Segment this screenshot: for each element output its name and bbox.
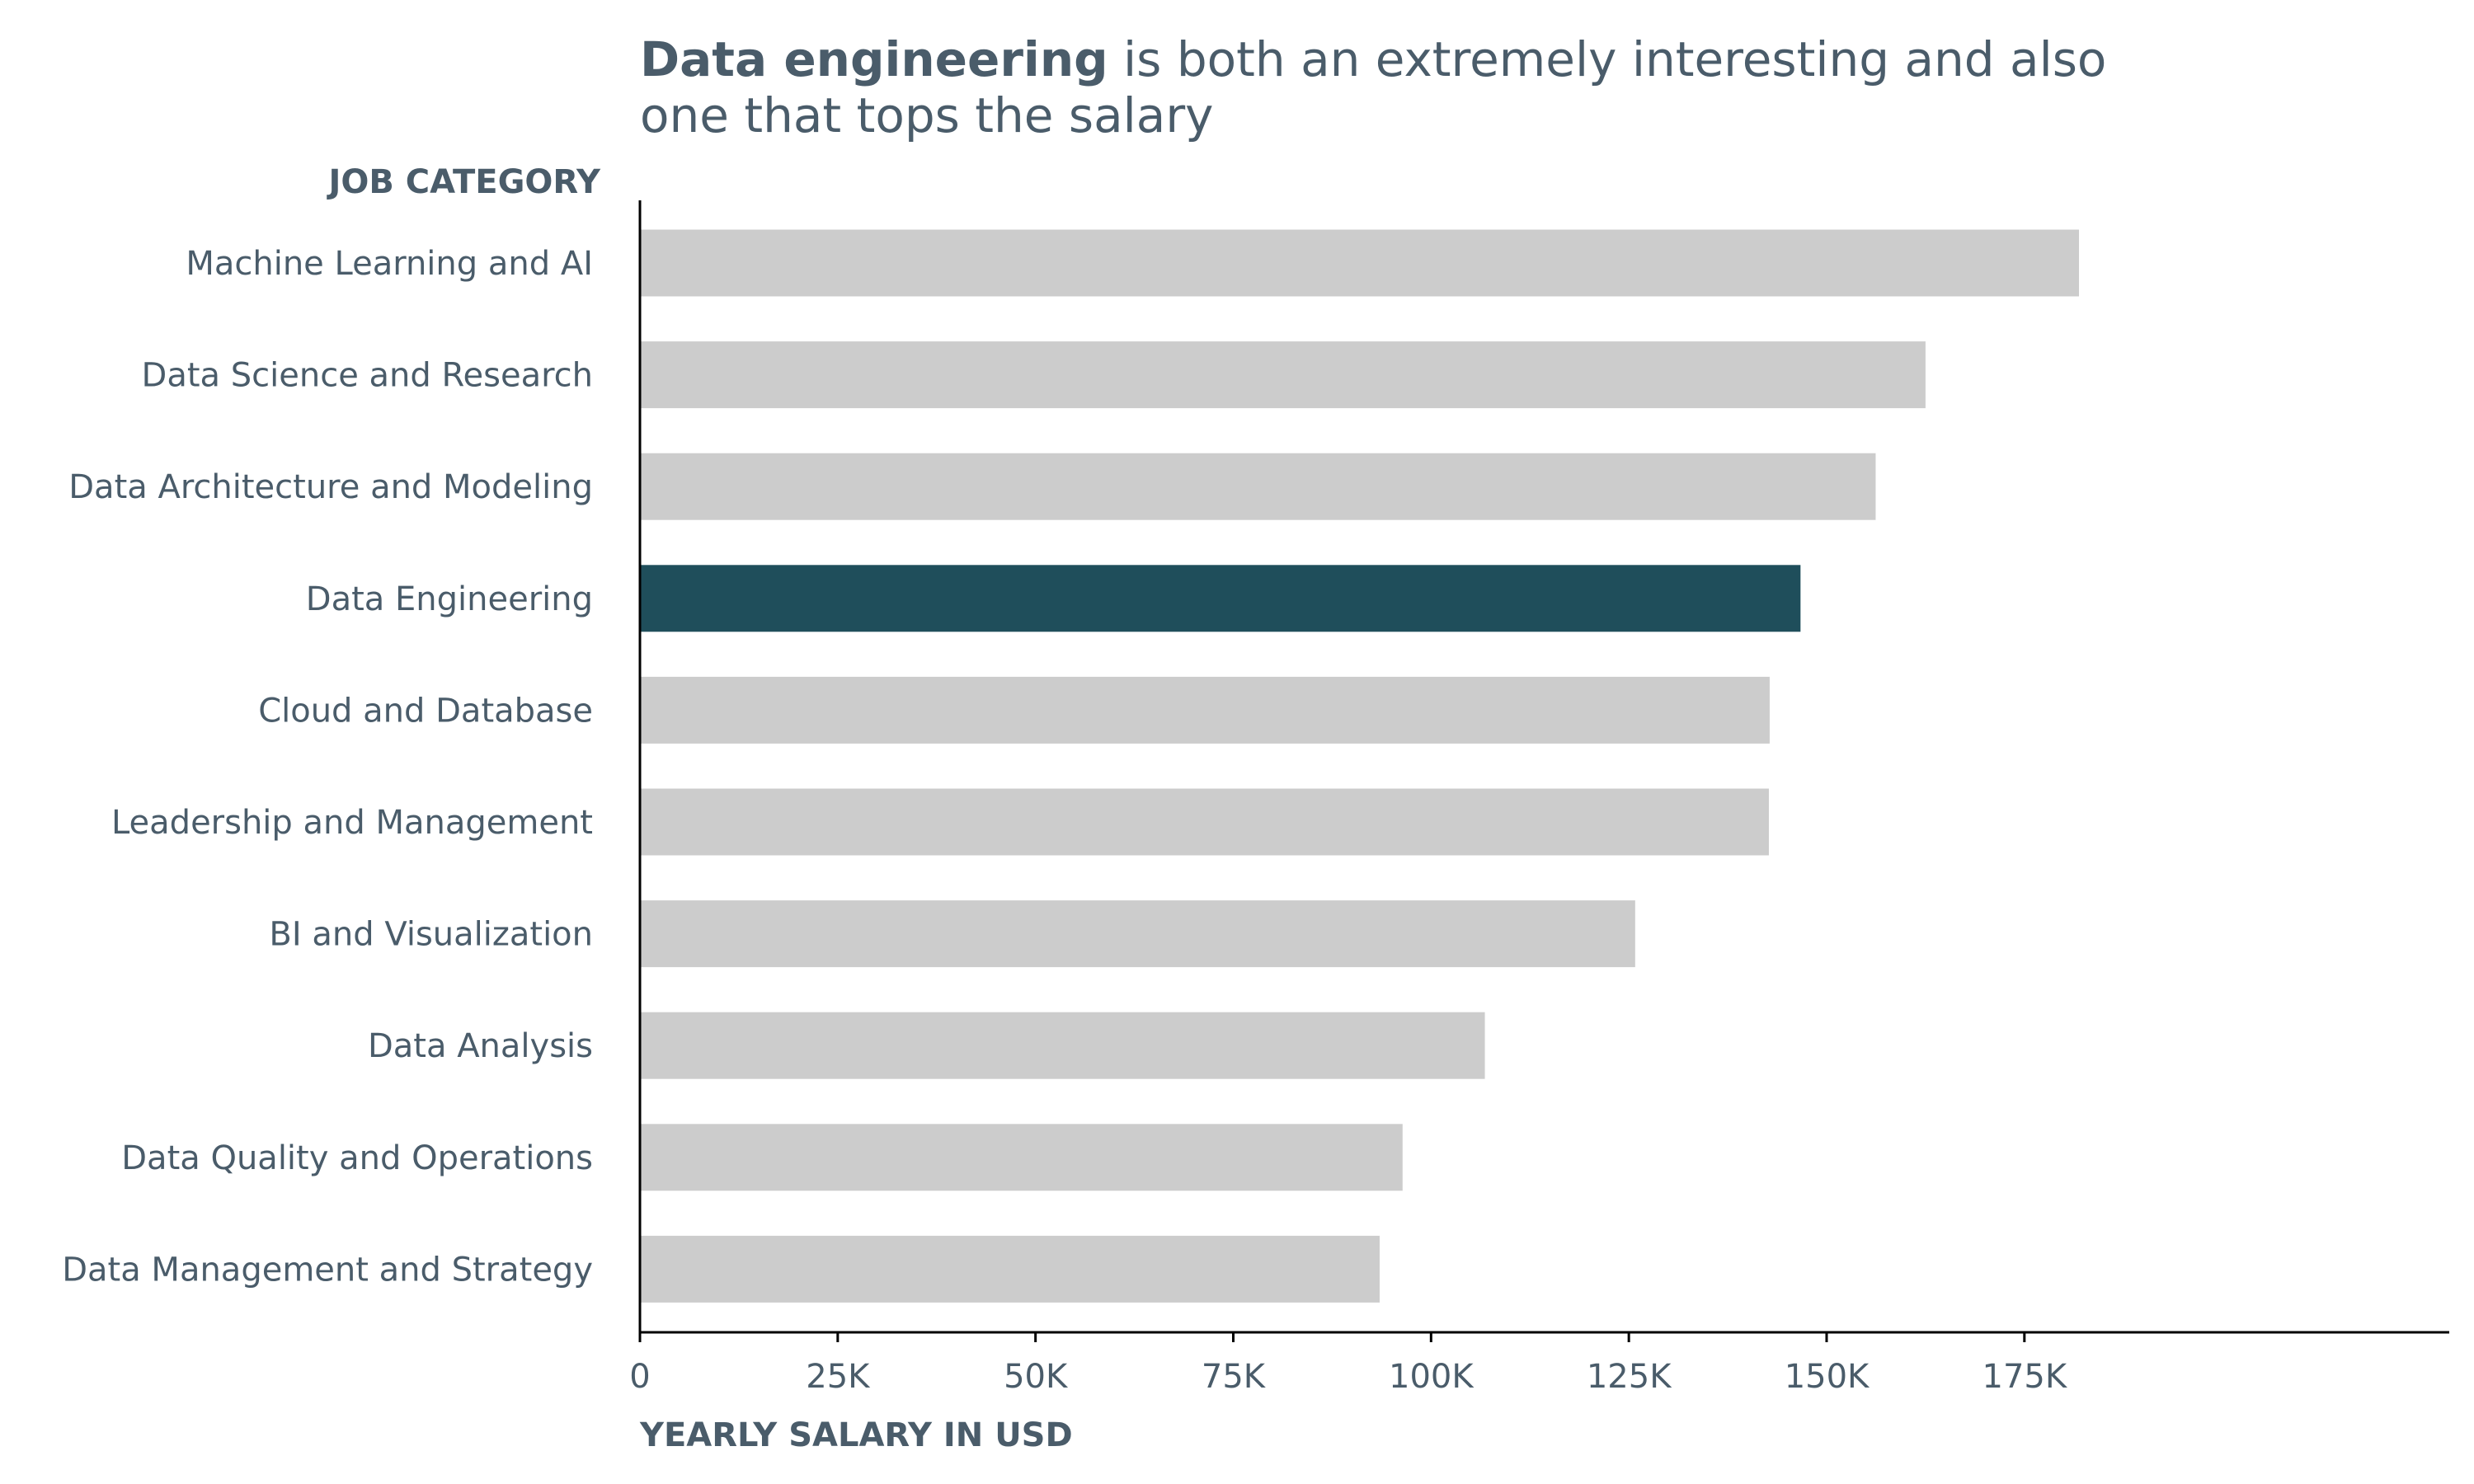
x-tick-label: 125K xyxy=(1587,1358,1672,1396)
bar-data-architecture-and-modeling xyxy=(640,453,1876,520)
category-label-bi-and-visualization: BI and Visualization xyxy=(269,916,593,954)
chart-title-rest: is both an extremely interesting and als… xyxy=(1108,31,2107,87)
x-tick-label: 25K xyxy=(806,1358,871,1396)
bar-cloud-and-database xyxy=(640,676,1770,744)
category-label-data-engineering: Data Engineering xyxy=(306,580,593,618)
x-tick-label: 100K xyxy=(1389,1358,1475,1396)
x-ticks-group: 0 25K 50K 75K 100K 125K 150K 175K xyxy=(629,1332,2068,1396)
chart-title-bold: Data engineering xyxy=(640,31,1108,87)
bars-group xyxy=(640,229,2079,1303)
category-label-machine-learning-and-ai: Machine Learning and AI xyxy=(186,245,593,283)
x-tick-label: 150K xyxy=(1785,1358,1870,1396)
category-label-data-analysis: Data Analysis xyxy=(368,1027,593,1065)
bar-leadership-and-management xyxy=(640,788,1769,856)
y-axis-label: JOB CATEGORY xyxy=(326,163,601,201)
chart-title-line-1: Data engineering is both an extremely in… xyxy=(640,31,2106,87)
bar-bi-and-visualization xyxy=(640,900,1635,968)
category-label-data-architecture-and-modeling: Data Architecture and Modeling xyxy=(68,468,593,506)
category-label-data-science-and-research: Data Science and Research xyxy=(142,357,593,395)
bar-data-quality-and-operations xyxy=(640,1124,1403,1191)
bar-machine-learning-and-ai xyxy=(640,229,2079,297)
x-tick-label: 50K xyxy=(1004,1358,1069,1396)
x-tick-label: 0 xyxy=(629,1358,650,1396)
x-tick-label: 75K xyxy=(1202,1358,1267,1396)
chart-title-line-2: one that tops the salary xyxy=(640,87,1214,143)
x-tick-label: 175K xyxy=(1982,1358,2068,1396)
bar-data-analysis xyxy=(640,1012,1485,1079)
category-label-data-quality-and-operations: Data Quality and Operations xyxy=(121,1139,593,1177)
bar-data-engineering xyxy=(640,565,1801,632)
category-label-leadership-and-management: Leadership and Management xyxy=(111,804,593,842)
category-labels-group: Machine Learning and AI Data Science and … xyxy=(62,245,593,1289)
category-label-data-management-and-strategy: Data Management and Strategy xyxy=(62,1251,593,1289)
bar-data-management-and-strategy xyxy=(640,1235,1380,1303)
x-axis-label: YEARLY SALARY IN USD xyxy=(639,1416,1073,1454)
bar-data-science-and-research xyxy=(640,341,1926,409)
category-label-cloud-and-database: Cloud and Database xyxy=(258,692,593,730)
